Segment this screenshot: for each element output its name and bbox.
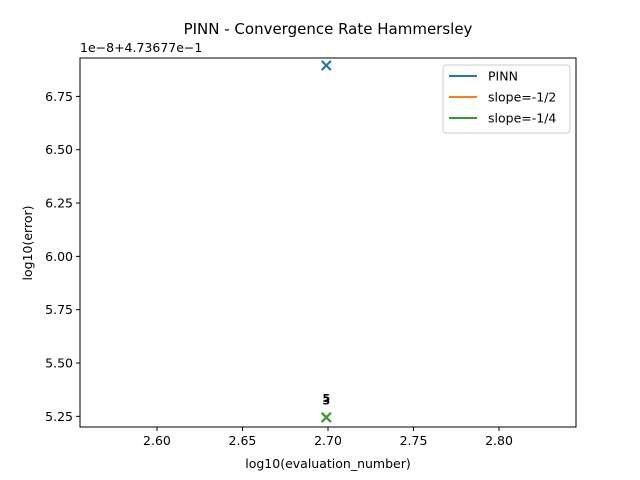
legend: PINN slope=-1/2 slope=-1/4 <box>442 64 571 134</box>
annotation-label: 3 <box>322 394 330 407</box>
legend-label: slope=-1/2 <box>488 90 556 105</box>
x-tick-label: 2.80 <box>485 433 513 448</box>
annotation-label: 5 <box>322 392 330 405</box>
x-tick-label: 2.65 <box>229 433 257 448</box>
annotations: 53 <box>322 392 330 407</box>
legend-label: PINN <box>488 69 518 84</box>
data-point <box>321 412 332 423</box>
y-axis-label: log10(error) <box>20 206 35 281</box>
x-axis-label: log10(evaluation_number) <box>245 456 411 471</box>
y-tick-label: 6.75 <box>45 89 73 104</box>
y-tick-label: 6.50 <box>45 142 73 157</box>
legend-box <box>442 64 571 134</box>
x-tick-label: 2.75 <box>400 433 428 448</box>
y-tick-label: 5.25 <box>45 409 73 424</box>
data-point <box>321 60 332 71</box>
y-tick-label: 6.00 <box>45 249 73 264</box>
data-markers <box>321 60 332 423</box>
y-tick-label: 5.75 <box>45 302 73 317</box>
x-axis: 2.60 2.65 2.70 2.75 2.80 <box>143 427 513 448</box>
y-tick-label: 6.25 <box>45 196 73 211</box>
y-tick-label: 5.50 <box>45 356 73 371</box>
legend-label: slope=-1/4 <box>488 111 556 126</box>
x-tick-label: 2.70 <box>314 433 342 448</box>
y-offset-label: 1e−8+4.73677e−1 <box>80 40 202 55</box>
x-tick-label: 2.60 <box>143 433 171 448</box>
chart-title: PINN - Convergence Rate Hammersley <box>184 20 473 38</box>
y-axis: 5.25 5.50 5.75 6.00 6.25 6.50 6.75 <box>45 89 80 424</box>
